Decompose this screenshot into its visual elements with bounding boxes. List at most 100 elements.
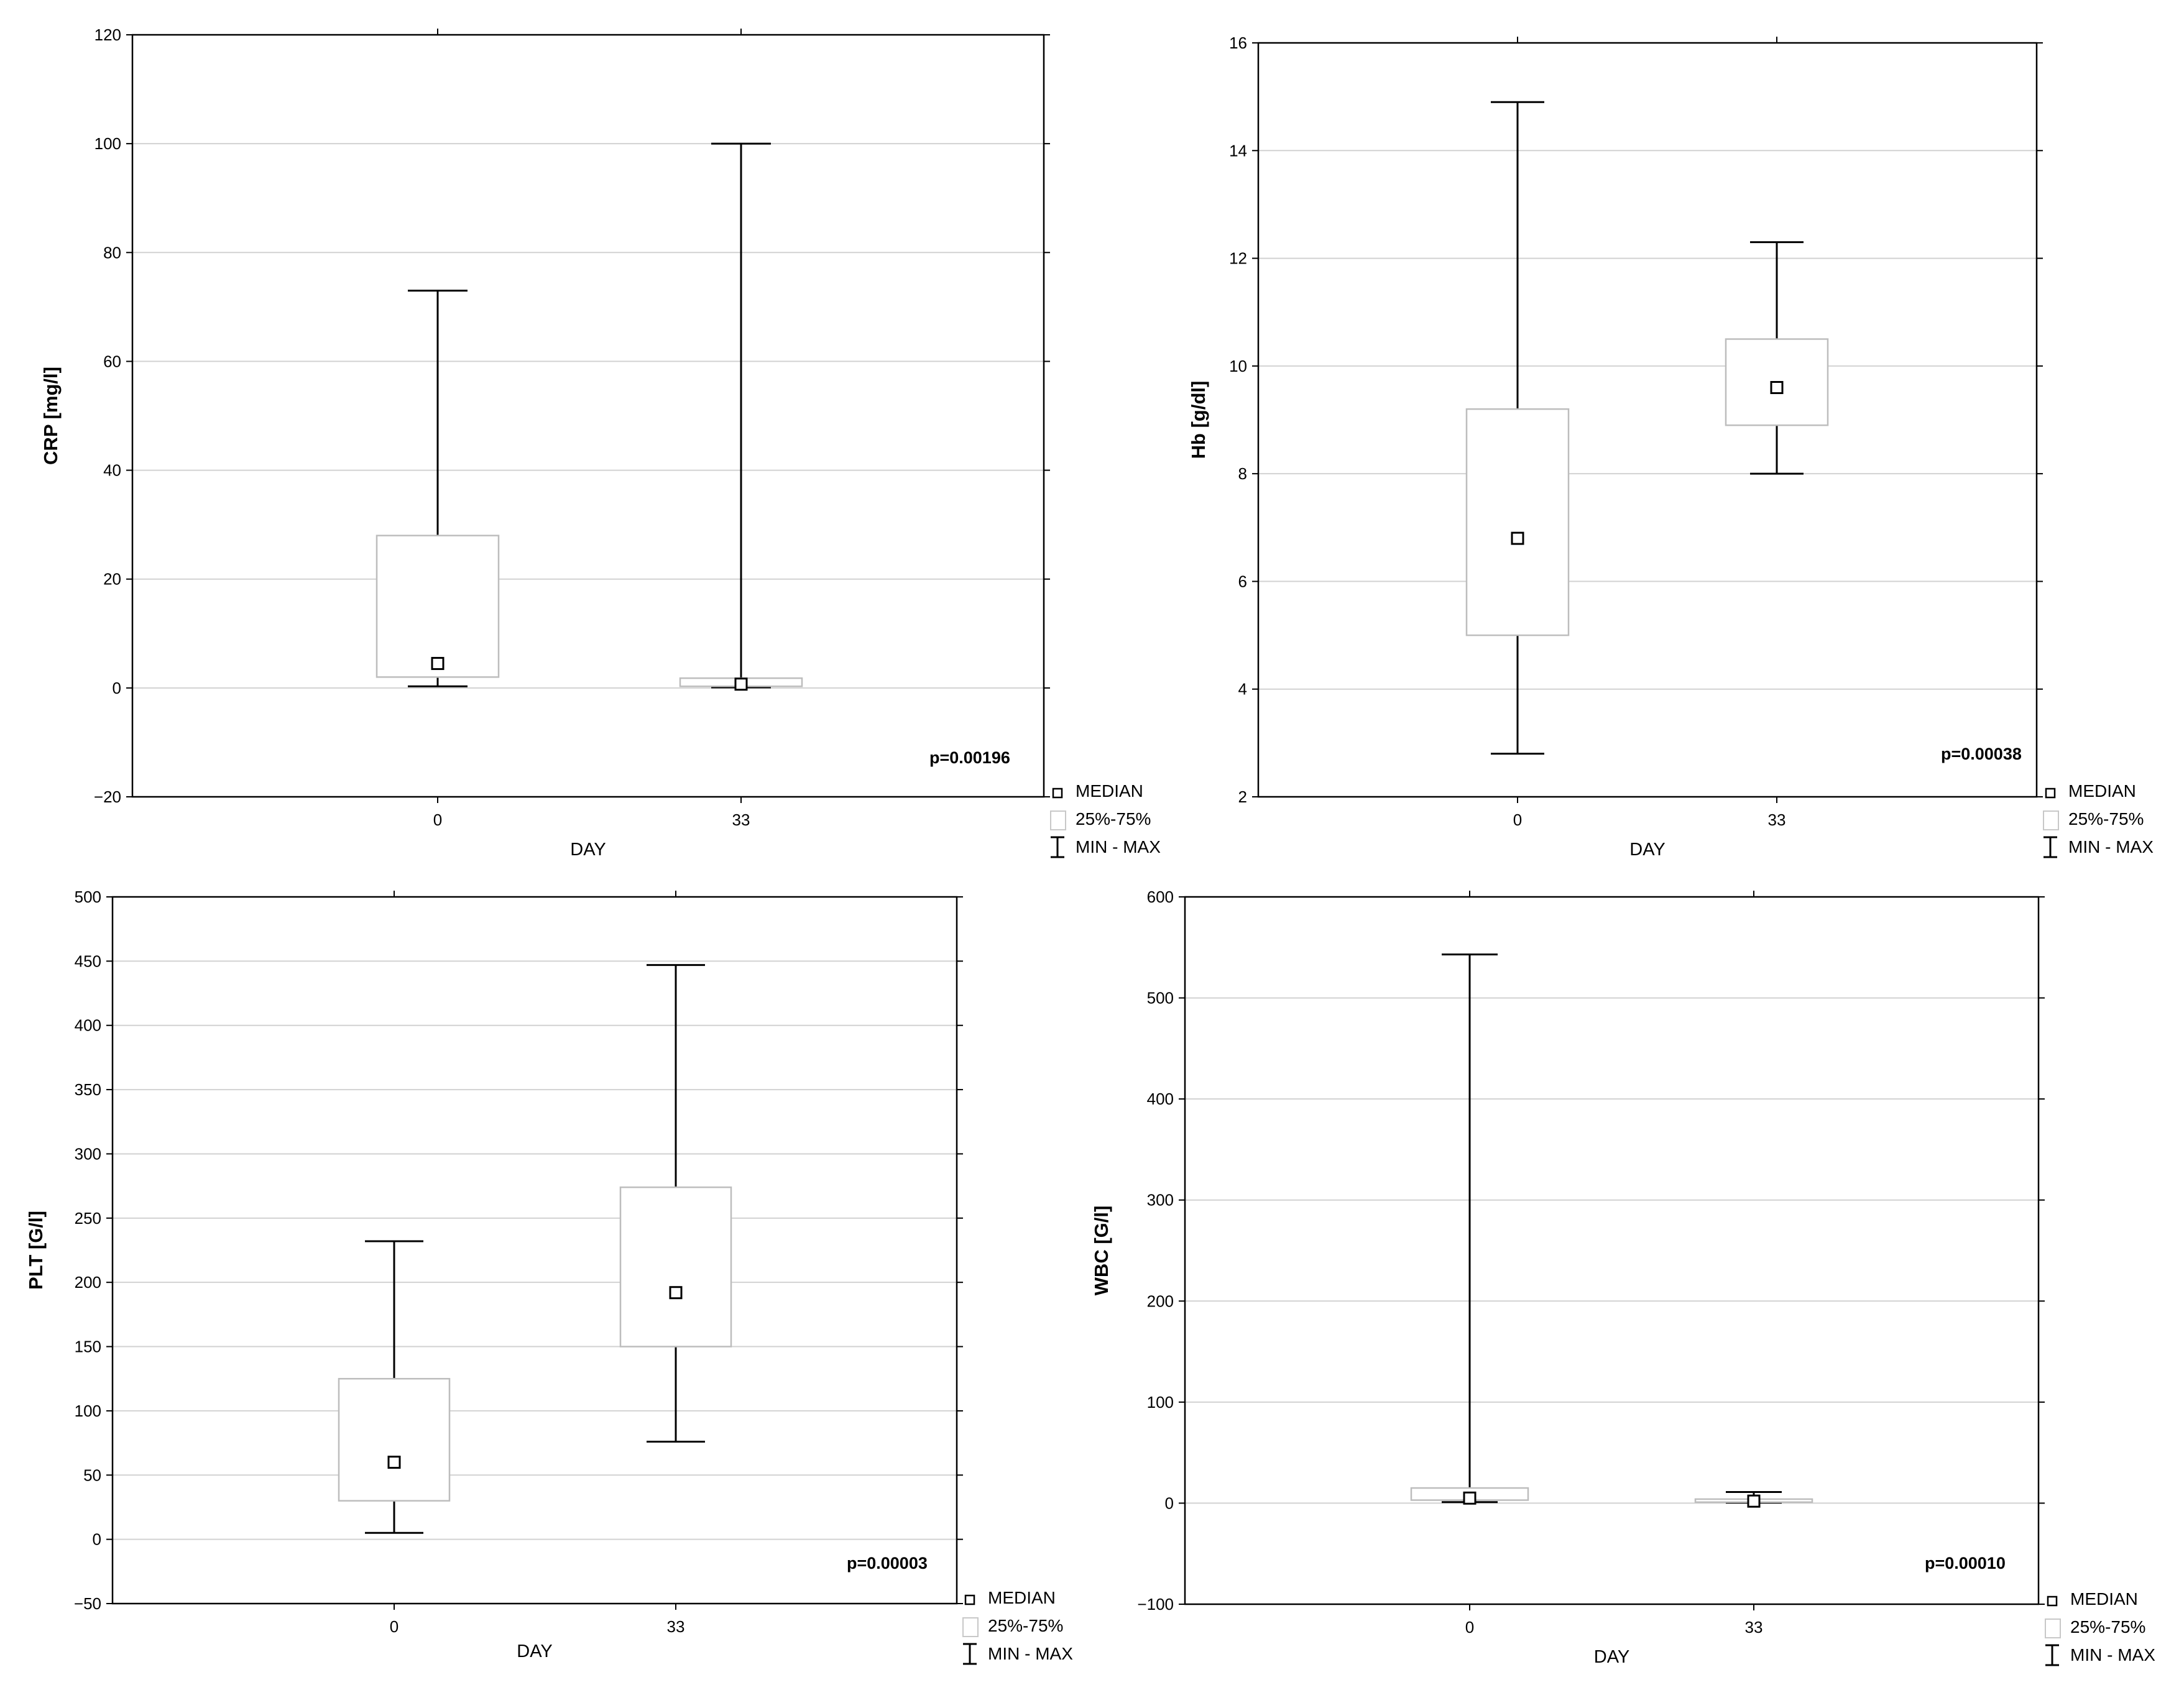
- y-tick-label: 80: [103, 243, 121, 262]
- boxplot-panel: −50 0 50 100 150 200 250 300 350 400 450 500 0 33 DAY P…: [25, 888, 1073, 1665]
- legend-iqr-label: 25%-75%: [2068, 809, 2144, 829]
- p-value: p=0.00003: [847, 1554, 928, 1573]
- y-tick-label: 60: [103, 352, 121, 370]
- y-tick-label: 0: [1165, 1494, 1174, 1512]
- y-tick-label: 250: [75, 1209, 101, 1228]
- box-33: [1725, 241, 1829, 475]
- median-marker: [1770, 381, 1784, 395]
- iqr-box: [1465, 408, 1570, 636]
- boxplot-panel: −20 0 20 40 60 80 100 120 0 33 DAY CRP [mg/l] p=0.00…: [40, 25, 1161, 860]
- legend-iqr-icon: [1050, 810, 1066, 830]
- iqr-box: [338, 1377, 451, 1502]
- y-tick-label: 2: [1238, 787, 1247, 806]
- x-axis-title: DAY: [1594, 1647, 1629, 1667]
- y-tick-label: 4: [1238, 680, 1247, 699]
- y-tick-label: 10: [1229, 357, 1247, 375]
- x-axis-title: DAY: [517, 1641, 552, 1661]
- y-tick-label: 50: [83, 1466, 101, 1484]
- y-tick-label: 100: [75, 1402, 101, 1420]
- y-tick-label: 500: [75, 888, 101, 906]
- boxplot-panel: −100 0 100 200 300 400 500 600 0 33 DAY WBC [G/l] p=…: [1090, 888, 2155, 1667]
- y-tick-label: 14: [1229, 141, 1247, 160]
- x-tick-label: 33: [667, 1617, 685, 1636]
- box-0: [1410, 953, 1529, 1505]
- y-tick-label: 0: [93, 1530, 101, 1549]
- p-value: p=0.00010: [1925, 1554, 2006, 1573]
- x-axis-title: DAY: [1629, 840, 1665, 860]
- y-tick-label: 100: [94, 134, 121, 153]
- y-tick-label: 0: [113, 679, 121, 697]
- y-axis-title: Hb [g/dl]: [1187, 381, 1209, 459]
- box-0: [338, 1240, 451, 1534]
- legend-iqr-label: 25%-75%: [988, 1616, 1063, 1635]
- legend-median-label: MEDIAN: [988, 1588, 1056, 1607]
- p-value: p=0.00196: [929, 748, 1010, 767]
- legend-median-icon: [2047, 1595, 2058, 1607]
- y-axis-title: WBC [G/l]: [1090, 1206, 1112, 1296]
- legend: MEDIAN 25%-75% MIN - MAX: [2043, 781, 2154, 858]
- median-marker: [387, 1456, 401, 1469]
- legend-median-label: MEDIAN: [2068, 781, 2136, 801]
- plot-frame: [1184, 896, 2040, 1605]
- y-tick-label: −50: [74, 1594, 101, 1613]
- y-tick-label: 100: [1147, 1393, 1174, 1412]
- boxplot-panel: 2 4 6 8 10 12 14 16 0 33 DAY Hb [g/dl] p=0.00038 MEDI…: [1187, 34, 2154, 860]
- median-marker: [734, 677, 748, 691]
- y-tick-label: 200: [1147, 1292, 1174, 1310]
- box-33: [679, 142, 803, 691]
- median-marker: [1511, 531, 1524, 545]
- y-tick-label: 150: [75, 1338, 101, 1356]
- legend-median-label: MEDIAN: [1076, 781, 1143, 801]
- plot-frame: [131, 34, 1045, 798]
- y-tick-label: 400: [75, 1016, 101, 1035]
- median-marker: [1463, 1491, 1477, 1505]
- y-tick-label: 350: [75, 1080, 101, 1099]
- x-tick-label: 0: [390, 1617, 399, 1636]
- legend: MEDIAN 25%-75% MIN - MAX: [962, 1588, 1073, 1665]
- y-tick-label: 12: [1229, 249, 1247, 268]
- y-tick-label: 300: [1147, 1191, 1174, 1210]
- box-0: [1465, 101, 1570, 755]
- x-tick-label: 0: [1465, 1618, 1474, 1637]
- y-axis-title: PLT [G/l]: [25, 1211, 47, 1290]
- median-marker: [431, 656, 445, 670]
- y-tick-label: 200: [75, 1273, 101, 1292]
- y-tick-label: 500: [1147, 989, 1174, 1008]
- box-0: [376, 290, 500, 687]
- y-tick-label: 120: [94, 25, 121, 44]
- x-tick-label: 33: [732, 810, 750, 829]
- y-axis-title: CRP [mg/l]: [40, 367, 62, 465]
- legend-median-icon: [1052, 787, 1063, 799]
- legend-minmax-label: MIN - MAX: [2068, 837, 2154, 856]
- p-value: p=0.00038: [1941, 745, 2022, 763]
- legend-minmax-label: MIN - MAX: [1076, 837, 1161, 856]
- y-tick-label: −20: [94, 787, 121, 806]
- plot-frame: [1257, 42, 2038, 798]
- iqr-box: [376, 535, 500, 678]
- y-tick-label: 300: [75, 1144, 101, 1163]
- y-tick-label: 6: [1238, 572, 1247, 590]
- median-marker: [669, 1286, 683, 1300]
- legend-iqr-label: 25%-75%: [2070, 1617, 2145, 1637]
- y-tick-label: 8: [1238, 464, 1247, 483]
- legend-minmax-label: MIN - MAX: [2070, 1645, 2155, 1664]
- iqr-box: [619, 1186, 732, 1348]
- y-tick-label: 450: [75, 952, 101, 970]
- y-tick-label: 20: [103, 570, 121, 589]
- y-tick-label: 400: [1147, 1090, 1174, 1108]
- y-tick-label: 16: [1229, 34, 1247, 52]
- legend-minmax-label: MIN - MAX: [988, 1644, 1073, 1663]
- median-marker: [1747, 1494, 1761, 1508]
- legend-median-icon: [2045, 787, 2056, 799]
- legend-iqr-icon: [2043, 810, 2059, 830]
- y-tick-label: 40: [103, 461, 121, 480]
- legend-iqr-label: 25%-75%: [1076, 809, 1151, 829]
- box-33: [619, 964, 732, 1443]
- plot-frame: [111, 896, 958, 1605]
- x-tick-label: 0: [1513, 810, 1522, 829]
- legend-iqr-icon: [962, 1617, 979, 1637]
- legend-median-icon: [964, 1594, 975, 1605]
- x-tick-label: 33: [1768, 810, 1786, 829]
- legend: MEDIAN 25%-75% MIN - MAX: [2045, 1589, 2155, 1666]
